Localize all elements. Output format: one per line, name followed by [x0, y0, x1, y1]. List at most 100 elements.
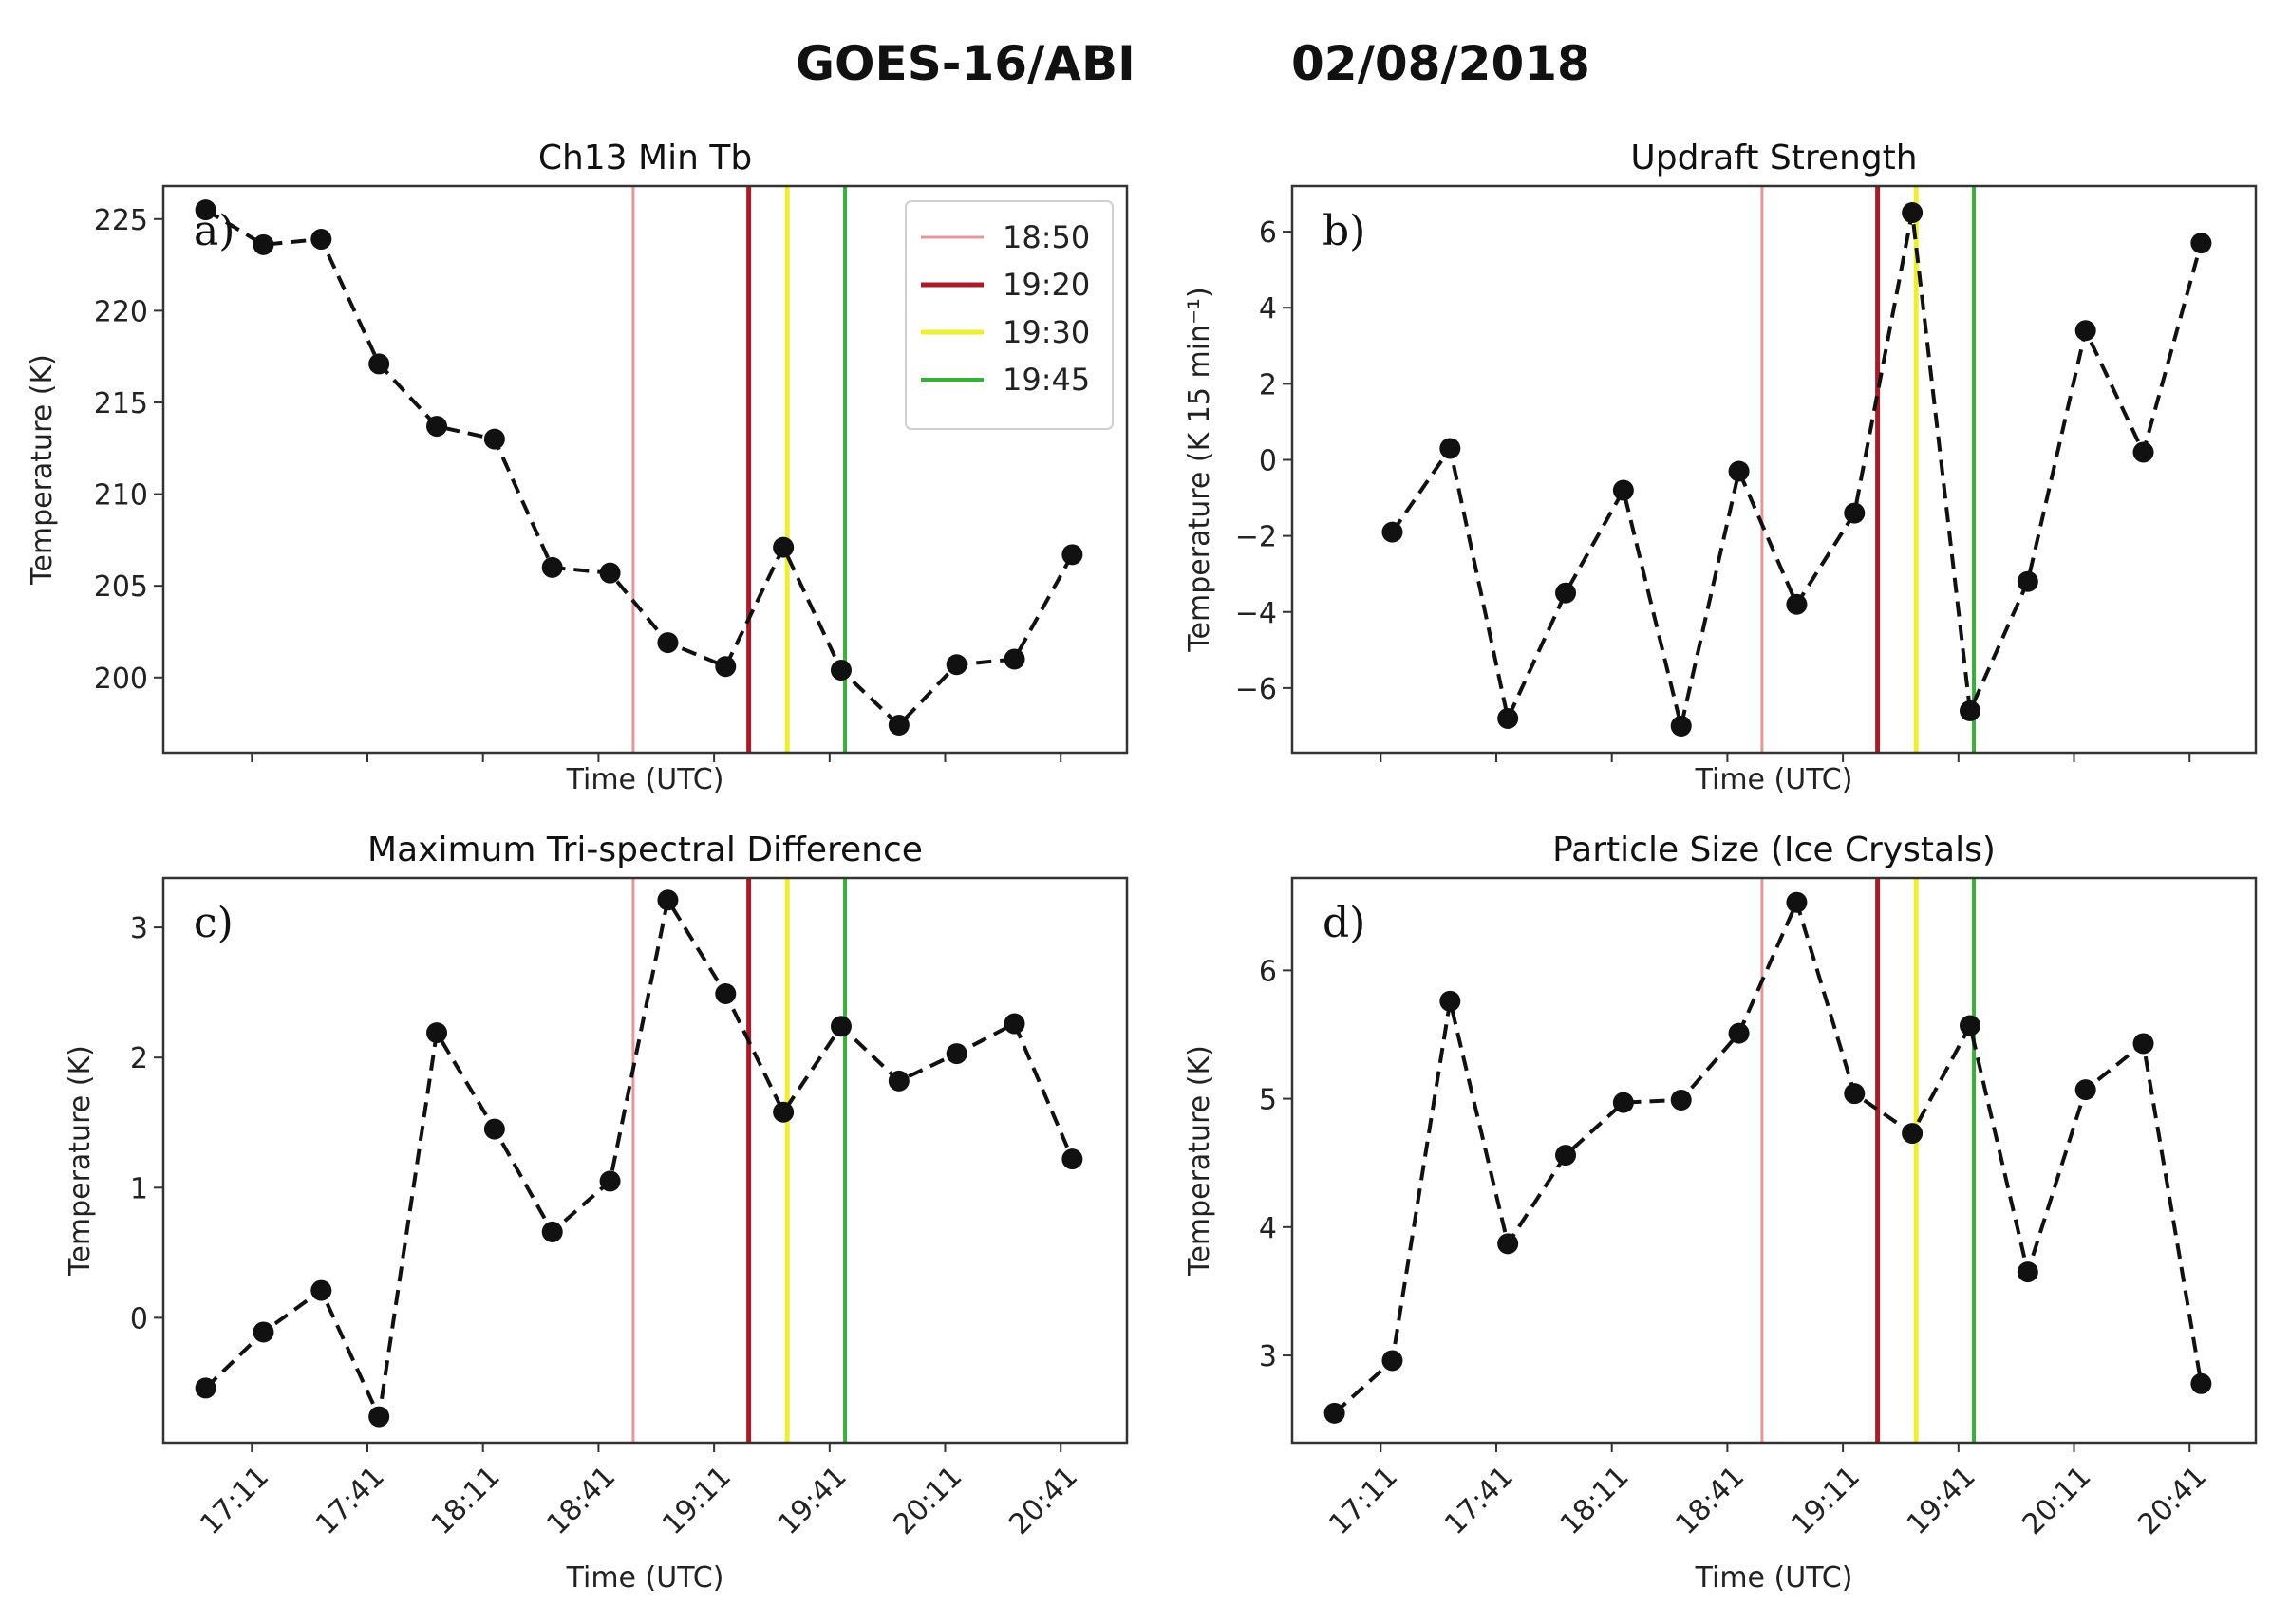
- data-point: [1439, 438, 1461, 459]
- data-point: [657, 632, 679, 654]
- panel-title: Updraft Strength: [1630, 139, 1917, 177]
- panel-letter: c): [194, 899, 234, 947]
- data-point: [1844, 502, 1866, 524]
- data-point: [1555, 1145, 1577, 1167]
- y-tick-label: 1: [130, 1172, 148, 1205]
- data-point: [1004, 648, 1025, 670]
- y-tick-label: 3: [130, 912, 148, 945]
- x-tick-label: 20:11: [888, 1460, 969, 1541]
- data-point: [830, 1016, 852, 1037]
- data-point: [483, 1118, 505, 1140]
- data-point: [657, 889, 679, 911]
- panel-title: Maximum Tri-spectral Difference: [367, 831, 923, 869]
- data-point: [2190, 233, 2212, 254]
- data-point: [253, 1321, 274, 1343]
- data-point: [946, 654, 967, 676]
- figure-suptitle: GOES-16/ABI 02/08/2018: [0, 36, 2290, 112]
- y-tick-label: 3: [1259, 1340, 1277, 1373]
- data-point: [541, 1221, 563, 1242]
- x-tick-label: 20:41: [1003, 1460, 1084, 1541]
- data-point: [1902, 202, 1924, 224]
- data-point: [1959, 700, 1980, 721]
- y-tick-label: 4: [1259, 292, 1277, 326]
- data-point: [1728, 1022, 1750, 1044]
- x-tick-label: 20:41: [2131, 1460, 2213, 1541]
- panel-letter: d): [1323, 899, 1365, 947]
- data-point: [310, 229, 332, 251]
- y-tick-label: 210: [94, 479, 148, 513]
- series-line: [204, 894, 1075, 1424]
- y-tick-label: 220: [94, 295, 148, 328]
- data-point: [2132, 1033, 2154, 1055]
- y-tick-label: 4: [1259, 1212, 1277, 1245]
- data-point: [1439, 990, 1461, 1012]
- panel-title: Particle Size (Ice Crystals): [1552, 831, 1996, 869]
- x-tick-label: 20:11: [2017, 1460, 2098, 1541]
- data-point: [195, 199, 216, 221]
- x-axis-label: Time (UTC): [1695, 1561, 1853, 1595]
- y-tick-label: 0: [1259, 444, 1277, 477]
- data-point: [483, 428, 505, 450]
- data-point: [2017, 1261, 2038, 1283]
- data-point: [1786, 593, 1808, 615]
- y-tick-label: 215: [94, 387, 148, 420]
- y-tick-label: 6: [1259, 955, 1277, 988]
- data-point: [1844, 1083, 1866, 1105]
- panel-3: Maximum Tri-spectral Difference 0 1 2 3 17:11…: [64, 831, 1129, 1595]
- data-point: [1061, 1148, 1083, 1170]
- panel-letter: b): [1323, 207, 1365, 255]
- data-point: [2017, 570, 2038, 592]
- data-point: [1612, 1092, 1634, 1113]
- data-point: [773, 536, 795, 558]
- legend-label: 19:45: [1003, 362, 1090, 398]
- y-tick-label: 200: [94, 663, 148, 696]
- x-axis-label: Time (UTC): [1695, 763, 1853, 796]
- y-tick-label: −6: [1235, 673, 1277, 706]
- data-point: [715, 983, 737, 1005]
- x-axis-label: Time (UTC): [566, 1561, 724, 1595]
- series-line: [1333, 896, 2204, 1415]
- x-tick-label: 19:41: [1901, 1460, 1982, 1541]
- legend-label: 19:20: [1003, 267, 1090, 303]
- data-point: [715, 656, 737, 678]
- legend-label: 19:30: [1003, 314, 1090, 350]
- data-point: [1381, 521, 1403, 543]
- x-tick-label: 17:11: [1323, 1460, 1404, 1541]
- data-point: [599, 562, 621, 584]
- data-point: [888, 1070, 910, 1092]
- data-point: [426, 416, 448, 438]
- x-tick-label: 19:41: [772, 1460, 854, 1541]
- data-point: [310, 1279, 332, 1301]
- x-tick-label: 17:41: [1438, 1460, 1520, 1541]
- y-tick-label: 6: [1259, 216, 1277, 250]
- x-axis-label: Time (UTC): [566, 763, 724, 796]
- x-tick-label: 18:41: [1669, 1460, 1751, 1541]
- data-point: [1959, 1015, 1980, 1036]
- x-tick-label: 18:11: [425, 1460, 507, 1541]
- data-point: [1381, 1350, 1403, 1372]
- data-point: [1497, 1233, 1519, 1255]
- y-tick-label: 2: [1259, 368, 1277, 401]
- x-tick-label: 18:11: [1554, 1460, 1636, 1541]
- data-point: [1670, 1089, 1692, 1111]
- data-point: [1902, 1123, 1924, 1145]
- data-point: [830, 660, 852, 681]
- data-point: [2132, 441, 2154, 463]
- data-point: [541, 556, 563, 578]
- x-tick-label: 19:11: [1785, 1460, 1867, 1541]
- data-point: [888, 715, 910, 737]
- suptitle-instrument: GOES-16/ABI: [796, 36, 1136, 91]
- x-tick-label: 17:11: [194, 1460, 275, 1541]
- y-tick-label: 2: [130, 1042, 148, 1075]
- x-tick-label: 18:41: [540, 1460, 622, 1541]
- legend-label: 18:50: [1003, 219, 1090, 255]
- data-point: [773, 1101, 795, 1123]
- data-point: [1555, 582, 1577, 604]
- suptitle-date: 02/08/2018: [1291, 36, 1590, 91]
- data-point: [253, 233, 274, 255]
- data-point: [1323, 1402, 1345, 1424]
- series-line: [1390, 212, 2204, 727]
- legend: 18:50 19:20 19:30 19:45: [905, 200, 1114, 430]
- data-point: [1670, 715, 1692, 737]
